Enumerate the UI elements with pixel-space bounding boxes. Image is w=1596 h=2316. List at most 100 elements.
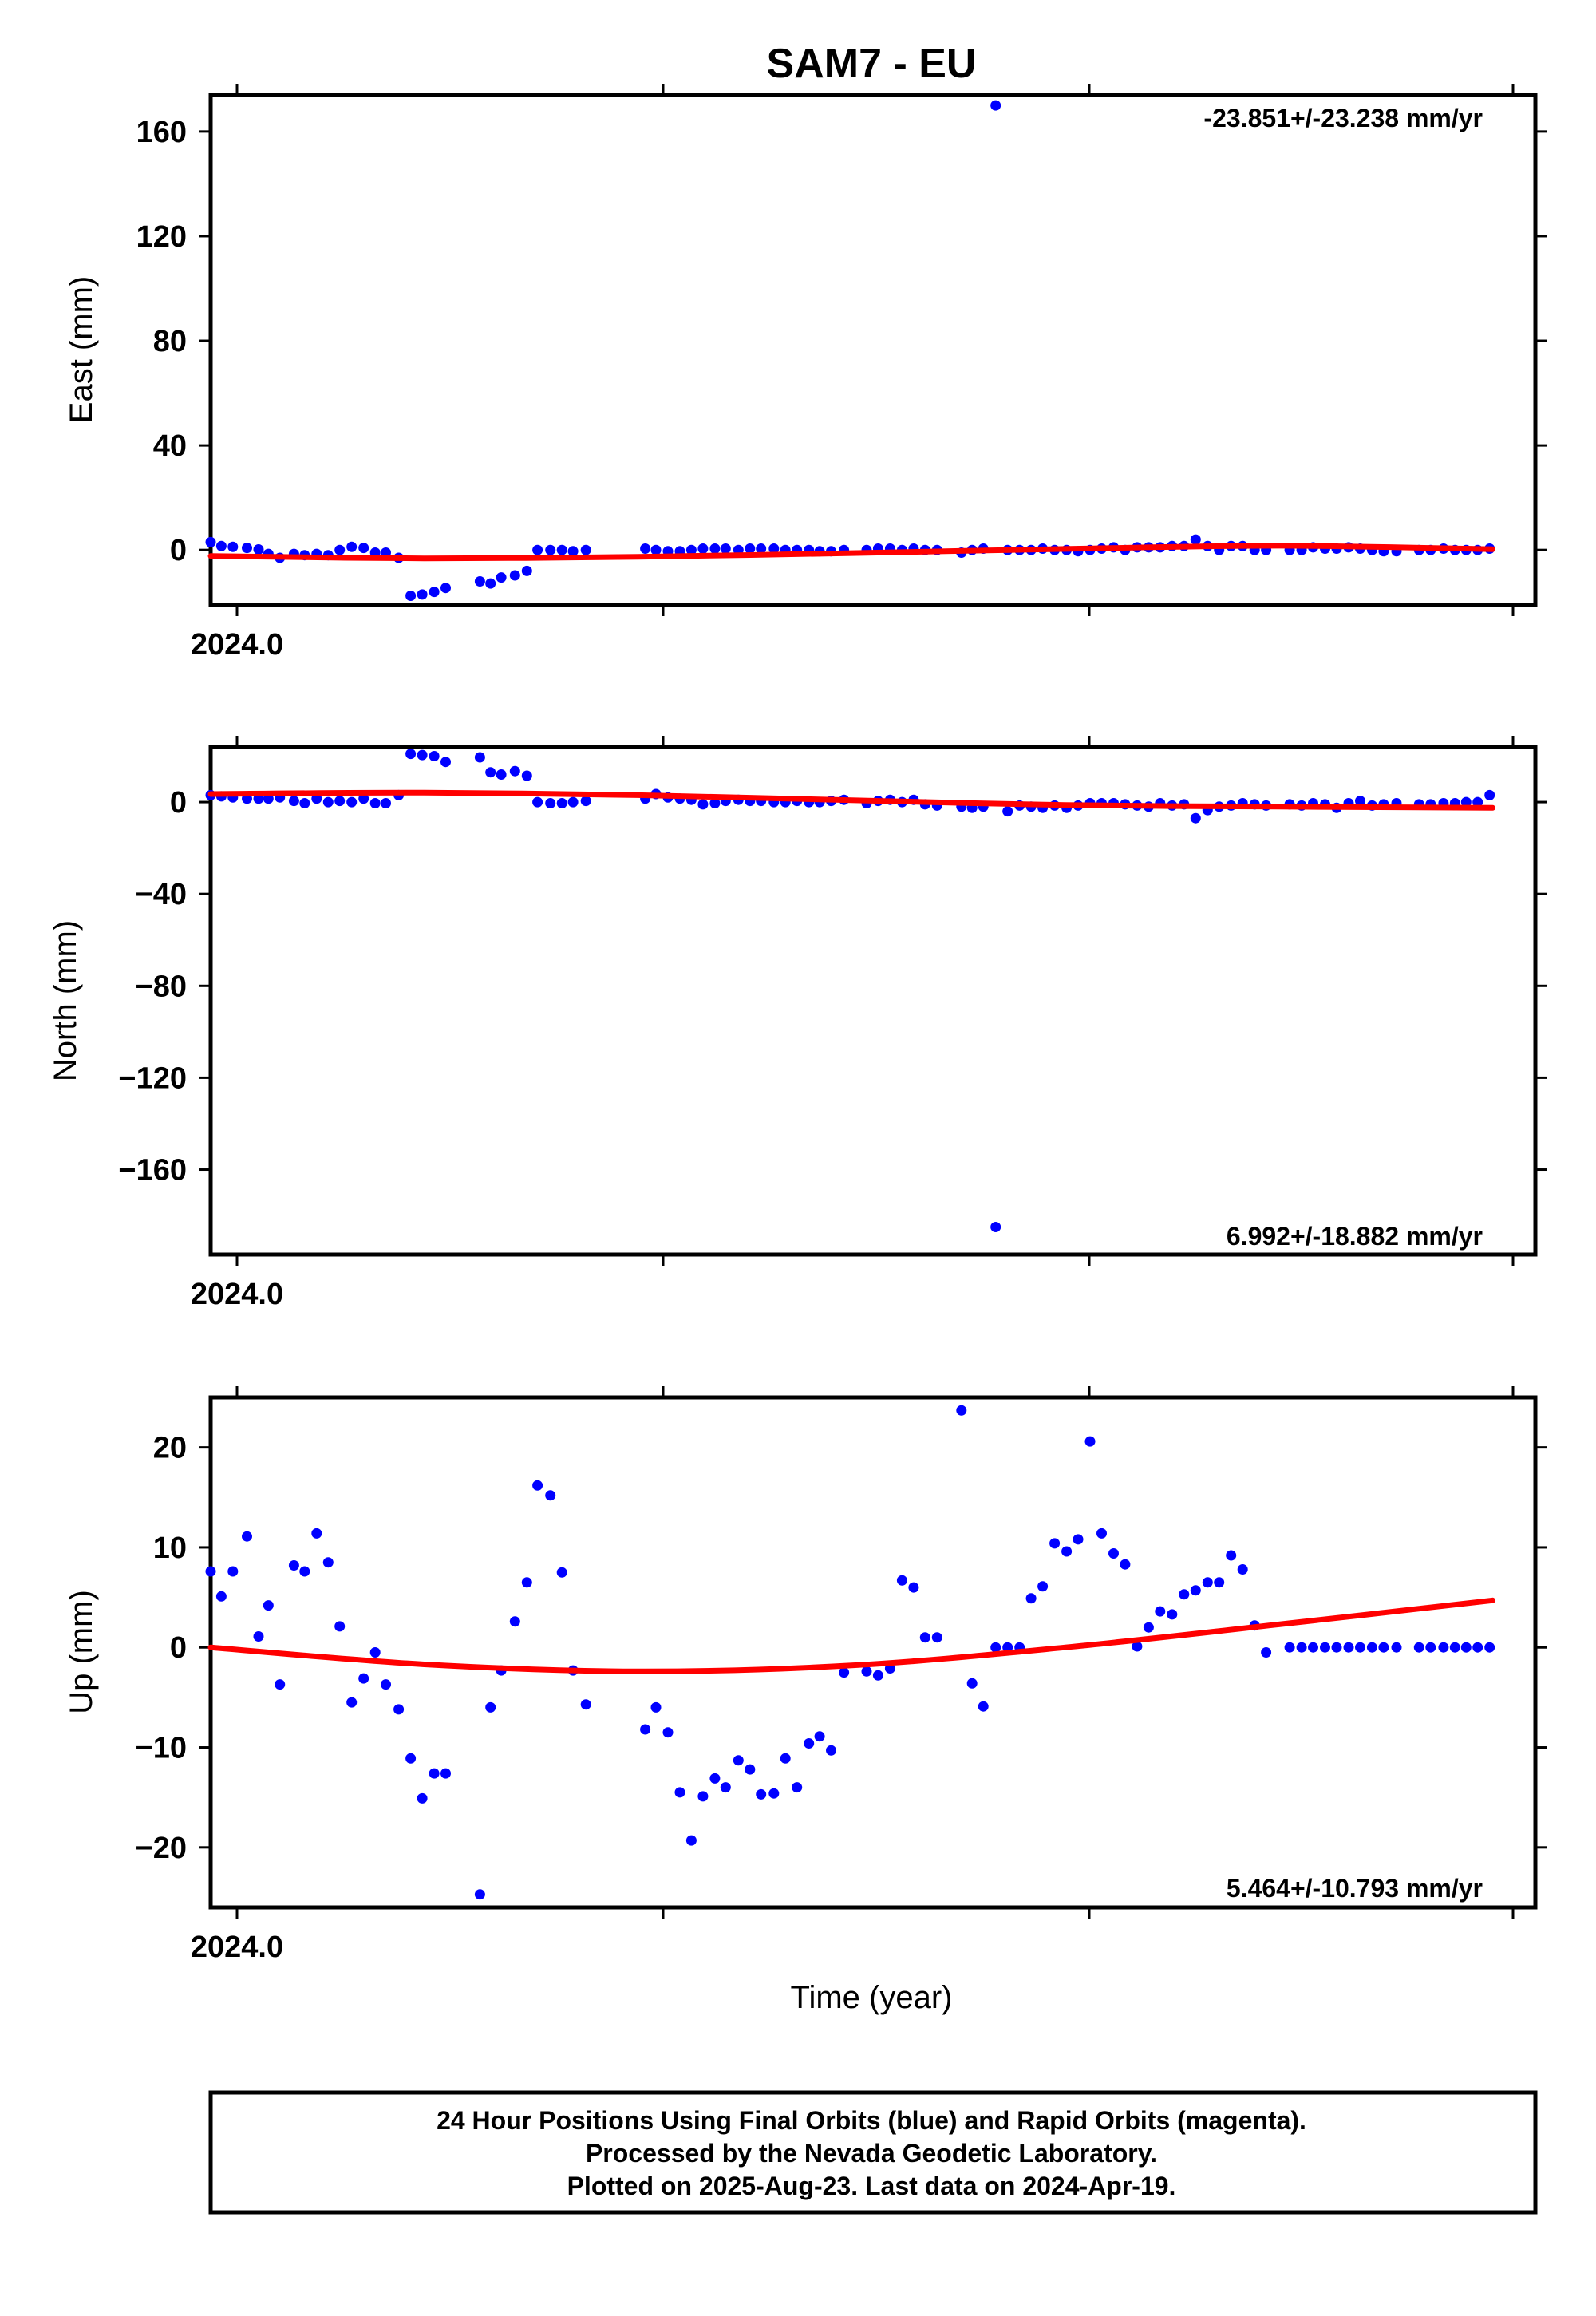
data-point bbox=[381, 1679, 391, 1690]
data-point bbox=[545, 1490, 556, 1501]
data-point bbox=[485, 1701, 496, 1713]
data-point bbox=[485, 767, 496, 778]
data-point bbox=[1296, 1642, 1307, 1653]
data-point bbox=[966, 1678, 978, 1689]
data-point bbox=[931, 1632, 942, 1643]
data-point bbox=[956, 1405, 967, 1416]
data-point bbox=[697, 543, 709, 554]
data-point bbox=[697, 799, 709, 810]
x-tick-label: 2024.0 bbox=[191, 1278, 283, 1311]
data-point bbox=[919, 1632, 930, 1643]
data-point bbox=[1378, 1642, 1389, 1653]
plot-frame bbox=[208, 1395, 1538, 1910]
y-tick-label: 20 bbox=[153, 1432, 187, 1465]
data-point bbox=[369, 798, 381, 808]
data-point bbox=[861, 1666, 872, 1677]
data-point bbox=[1413, 1642, 1424, 1653]
data-point bbox=[509, 1616, 520, 1627]
data-point bbox=[745, 1764, 756, 1775]
data-point bbox=[1190, 1585, 1201, 1596]
data-point bbox=[417, 749, 428, 761]
data-point bbox=[205, 536, 216, 547]
y-tick-label: 0 bbox=[170, 534, 187, 567]
rate-label: -23.851+/-23.238 mm/yr bbox=[1203, 104, 1483, 132]
y-tick-label: −120 bbox=[118, 1061, 187, 1095]
data-point bbox=[580, 796, 591, 807]
data-point bbox=[496, 572, 507, 583]
data-point bbox=[1025, 1593, 1037, 1604]
data-point bbox=[205, 1566, 216, 1577]
y-tick-label: −40 bbox=[136, 878, 187, 911]
data-point bbox=[227, 541, 239, 552]
y-tick-label: 0 bbox=[170, 1631, 187, 1665]
data-point bbox=[405, 749, 417, 760]
fit-line bbox=[207, 789, 1495, 811]
data-point bbox=[1226, 1550, 1237, 1561]
data-point bbox=[768, 543, 780, 554]
data-point bbox=[733, 1755, 744, 1766]
data-point bbox=[299, 798, 310, 808]
x-axis-label: Time (year) bbox=[791, 1980, 953, 2015]
data-point bbox=[1167, 1609, 1178, 1620]
data-point bbox=[1190, 534, 1201, 545]
data-point bbox=[1449, 1642, 1460, 1653]
plot-frame bbox=[208, 745, 1538, 1257]
data-point bbox=[346, 1697, 358, 1708]
east-panel: 2024.0 0 40 80 120 160 East (mm) -23.851+/-23.2… bbox=[64, 84, 1547, 662]
rate-label: 6.992+/-18.882 mm/yr bbox=[1227, 1222, 1483, 1251]
data-point bbox=[215, 1591, 227, 1602]
data-point bbox=[358, 1673, 369, 1684]
data-point bbox=[720, 543, 731, 554]
data-point bbox=[1320, 1642, 1330, 1653]
data-point bbox=[1308, 1642, 1318, 1653]
data-point bbox=[709, 798, 721, 808]
data-point bbox=[334, 796, 346, 807]
data-point bbox=[1484, 789, 1495, 800]
data-point bbox=[474, 576, 485, 587]
data-point bbox=[1214, 1577, 1225, 1588]
data-point bbox=[1438, 1642, 1449, 1653]
data-point bbox=[263, 1600, 274, 1611]
data-point bbox=[756, 543, 767, 554]
plot-frame bbox=[208, 93, 1538, 607]
data-point bbox=[580, 544, 591, 555]
up-panel: 2024.0 20 10 0 −10 −20 Up (mm) 5.464+/-10.793 m… bbox=[64, 1386, 1547, 1964]
data-point bbox=[322, 796, 334, 808]
data-point bbox=[311, 793, 322, 804]
fit-line bbox=[207, 543, 1495, 562]
footer-line-2: Processed by the Nevada Geodetic Laborat… bbox=[586, 2139, 1157, 2168]
data-point bbox=[393, 1704, 405, 1715]
data-point bbox=[334, 1621, 346, 1632]
data-point bbox=[1366, 1642, 1377, 1653]
data-point bbox=[792, 1782, 803, 1793]
data-point bbox=[405, 1753, 417, 1764]
data-point bbox=[1484, 1642, 1495, 1653]
data-point bbox=[521, 770, 532, 781]
data-point bbox=[1049, 1538, 1061, 1549]
data-point bbox=[1132, 1641, 1143, 1652]
data-point bbox=[521, 565, 532, 576]
data-point bbox=[556, 544, 567, 555]
data-point bbox=[242, 543, 252, 554]
y-tick-label: 120 bbox=[136, 220, 187, 254]
data-point bbox=[417, 589, 428, 600]
data-point bbox=[780, 1753, 791, 1764]
data-point bbox=[429, 751, 440, 761]
y-tick-label: −10 bbox=[136, 1732, 187, 1765]
data-point bbox=[532, 544, 543, 555]
data-point bbox=[1108, 1548, 1119, 1559]
data-point bbox=[567, 546, 579, 557]
data-point bbox=[804, 1738, 815, 1749]
data-point bbox=[1355, 796, 1365, 807]
data-point bbox=[1179, 1589, 1190, 1600]
data-point bbox=[1261, 1647, 1272, 1658]
data-point bbox=[381, 547, 391, 558]
data-point bbox=[474, 1889, 485, 1900]
data-point bbox=[242, 1531, 252, 1542]
data-point bbox=[1202, 1577, 1213, 1588]
data-point bbox=[872, 1670, 883, 1681]
data-point bbox=[709, 1773, 721, 1784]
data-point bbox=[1391, 1642, 1402, 1653]
data-point bbox=[756, 1788, 767, 1800]
data-point bbox=[429, 1768, 440, 1779]
